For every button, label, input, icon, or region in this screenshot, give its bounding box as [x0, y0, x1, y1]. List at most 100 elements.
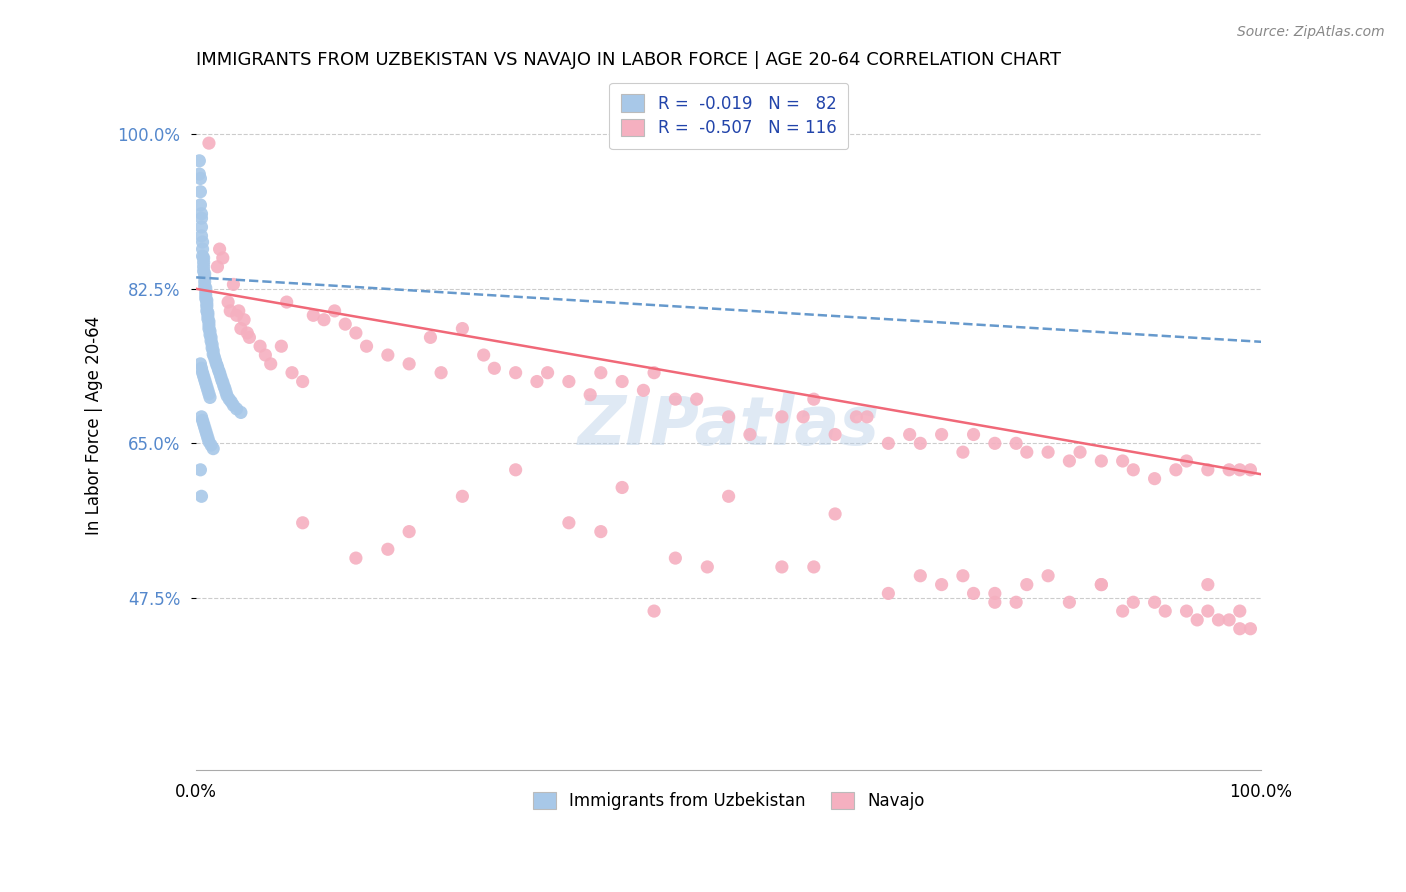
Point — [377, 348, 399, 362]
Point — [1090, 577, 1112, 591]
Point — [208, 366, 231, 380]
Point — [201, 337, 224, 351]
Point — [212, 379, 235, 393]
Point — [211, 376, 233, 390]
Point — [200, 330, 222, 344]
Point — [717, 409, 740, 424]
Point — [198, 318, 221, 332]
Point — [643, 604, 665, 618]
Point — [198, 324, 221, 338]
Point — [770, 560, 793, 574]
Point — [198, 327, 221, 342]
Point — [803, 560, 825, 574]
Point — [222, 398, 245, 412]
Point — [931, 577, 953, 591]
Point — [194, 267, 217, 281]
Point — [335, 317, 357, 331]
Point — [1197, 577, 1219, 591]
Point — [193, 255, 215, 269]
Point — [738, 427, 761, 442]
Point — [198, 387, 221, 401]
Point — [209, 369, 232, 384]
Point — [1197, 604, 1219, 618]
Point — [215, 389, 238, 403]
Point — [1239, 463, 1261, 477]
Point — [191, 242, 214, 256]
Point — [845, 409, 868, 424]
Point — [222, 277, 245, 292]
Point — [202, 343, 225, 358]
Point — [1036, 568, 1059, 582]
Point — [194, 288, 217, 302]
Point — [685, 392, 707, 407]
Point — [824, 427, 846, 442]
Point — [1197, 463, 1219, 477]
Point — [249, 339, 271, 353]
Point — [962, 427, 984, 442]
Point — [717, 489, 740, 503]
Point — [664, 551, 686, 566]
Point — [952, 445, 974, 459]
Point — [270, 339, 292, 353]
Point — [191, 235, 214, 249]
Point — [195, 427, 218, 442]
Point — [323, 304, 346, 318]
Point — [193, 251, 215, 265]
Point — [190, 228, 212, 243]
Point — [190, 198, 212, 212]
Point — [1015, 445, 1038, 459]
Point — [198, 391, 221, 405]
Point — [208, 242, 231, 256]
Point — [1218, 613, 1240, 627]
Point — [254, 348, 277, 362]
Point — [190, 207, 212, 221]
Point — [190, 361, 212, 376]
Point — [824, 507, 846, 521]
Point — [194, 373, 217, 387]
Point — [1208, 613, 1230, 627]
Point — [198, 321, 221, 335]
Point — [931, 427, 953, 442]
Point — [589, 524, 612, 539]
Point — [633, 384, 655, 398]
Point — [1111, 604, 1133, 618]
Point — [1005, 436, 1028, 450]
Point — [610, 480, 633, 494]
Point — [1229, 604, 1251, 618]
Point — [792, 409, 814, 424]
Point — [190, 220, 212, 235]
Point — [205, 357, 228, 371]
Point — [190, 211, 212, 226]
Point — [197, 308, 219, 322]
Point — [200, 438, 222, 452]
Point — [558, 516, 581, 530]
Point — [194, 275, 217, 289]
Point — [198, 136, 221, 150]
Point — [229, 321, 252, 335]
Point — [1059, 595, 1081, 609]
Point — [225, 308, 247, 322]
Point — [312, 312, 335, 326]
Point — [1218, 463, 1240, 477]
Point — [195, 304, 218, 318]
Point — [225, 401, 247, 416]
Point — [536, 366, 558, 380]
Point — [419, 330, 441, 344]
Point — [962, 586, 984, 600]
Point — [589, 366, 612, 380]
Point — [195, 300, 218, 314]
Point — [202, 350, 225, 364]
Point — [1090, 454, 1112, 468]
Point — [610, 375, 633, 389]
Point — [195, 380, 218, 394]
Point — [207, 359, 229, 374]
Point — [211, 251, 233, 265]
Point — [197, 306, 219, 320]
Point — [200, 334, 222, 348]
Point — [526, 375, 548, 389]
Point — [191, 413, 214, 427]
Point — [194, 376, 217, 391]
Point — [910, 568, 932, 582]
Point — [197, 311, 219, 326]
Point — [197, 384, 219, 398]
